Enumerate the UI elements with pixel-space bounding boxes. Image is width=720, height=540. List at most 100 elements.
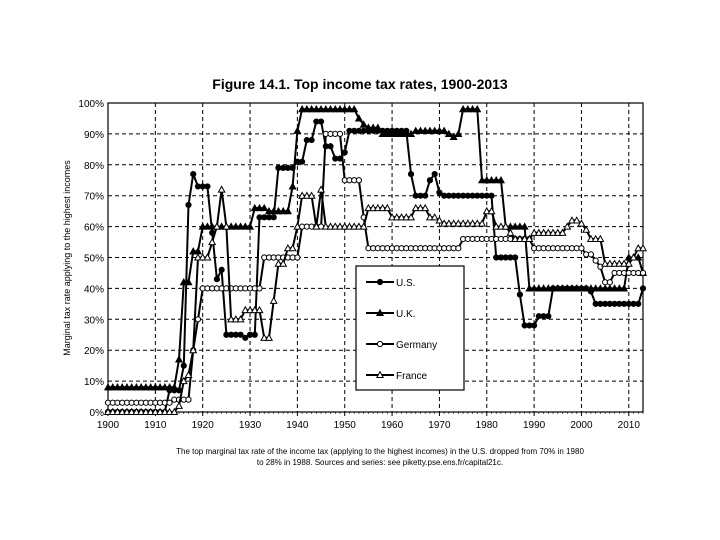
data-point <box>587 251 595 258</box>
data-point <box>596 234 605 243</box>
data-point <box>388 213 397 221</box>
data-point <box>184 370 193 378</box>
data-point <box>122 383 131 391</box>
data-point <box>298 104 307 113</box>
data-point <box>174 401 184 409</box>
data-point <box>364 203 373 212</box>
data-point <box>567 216 577 224</box>
data-point <box>435 126 444 134</box>
data-point <box>312 104 321 113</box>
data-point <box>113 383 122 391</box>
data-point <box>193 253 203 261</box>
data-point <box>525 234 534 243</box>
data-point <box>586 284 595 292</box>
data-point <box>577 284 586 292</box>
data-point <box>383 129 392 137</box>
data-point <box>269 206 278 215</box>
data-point <box>132 383 141 391</box>
data-point <box>279 259 288 267</box>
x-tick-label: 1990 <box>523 420 546 431</box>
data-point <box>335 222 345 230</box>
plot-frame <box>107 102 644 413</box>
data-point <box>359 222 368 230</box>
data-point <box>185 201 192 209</box>
data-point <box>364 123 373 131</box>
data-point <box>350 104 359 113</box>
data-point <box>255 203 264 212</box>
data-point <box>108 407 117 416</box>
x-tick-label: 1940 <box>286 420 309 431</box>
data-point <box>241 305 250 314</box>
data-point <box>118 407 127 416</box>
data-point <box>141 383 150 391</box>
x-tick-label: 2000 <box>570 420 593 431</box>
data-point <box>544 284 553 292</box>
data-point <box>436 189 443 196</box>
y-tick-label: 50% <box>84 254 104 265</box>
data-point <box>179 277 188 286</box>
data-point <box>620 259 629 267</box>
data-point <box>242 334 249 341</box>
data-point <box>468 104 477 113</box>
data-point <box>639 269 647 277</box>
data-point <box>180 362 187 369</box>
figure-caption-line-1: The top marginal tax rate of the income … <box>176 447 584 456</box>
data-point <box>444 219 453 227</box>
data-point <box>327 143 334 150</box>
data-point <box>578 245 585 252</box>
data-point <box>179 376 188 385</box>
data-point <box>525 284 534 292</box>
data-point <box>326 104 335 113</box>
data-point <box>345 222 354 230</box>
data-point <box>378 129 387 137</box>
data-point <box>203 222 212 230</box>
data-point <box>166 399 173 406</box>
data-point <box>534 228 543 236</box>
y-tick-label: 80% <box>84 161 104 172</box>
data-point <box>402 213 411 221</box>
data-point <box>317 118 325 125</box>
data-point <box>274 206 283 215</box>
data-point <box>283 244 292 252</box>
legend-label: Germany <box>396 340 437 351</box>
data-point <box>222 222 231 230</box>
data-point <box>321 104 330 113</box>
data-point <box>378 203 387 212</box>
y-tick-label: 70% <box>84 192 104 203</box>
data-point <box>601 284 610 292</box>
data-point <box>165 407 174 416</box>
data-point <box>137 383 146 391</box>
data-point <box>597 263 604 270</box>
data-point <box>496 222 506 230</box>
x-tick-label: 1960 <box>381 420 404 431</box>
data-point <box>530 284 539 292</box>
data-point <box>601 259 610 267</box>
legend-marker <box>376 340 384 348</box>
data-point <box>208 222 217 230</box>
data-point <box>605 259 614 267</box>
data-point <box>174 355 184 363</box>
y-tick-label: 30% <box>84 315 104 326</box>
data-point <box>288 244 297 252</box>
data-point <box>425 126 434 134</box>
data-point <box>260 333 269 341</box>
data-point <box>302 104 311 113</box>
data-point <box>250 305 259 314</box>
data-point <box>218 266 225 273</box>
data-point <box>283 206 292 215</box>
data-point <box>256 285 263 292</box>
data-point <box>227 222 236 230</box>
data-point <box>591 234 600 243</box>
legend-label: U.S. <box>396 278 415 289</box>
x-tick-label: 1900 <box>97 420 120 431</box>
data-point <box>459 219 468 227</box>
data-point <box>302 191 311 199</box>
y-tick-label: 20% <box>84 346 104 357</box>
data-point <box>586 234 595 243</box>
data-point <box>397 129 406 137</box>
data-point <box>103 407 113 416</box>
data-point <box>512 254 519 261</box>
data-point <box>426 177 434 184</box>
data-point <box>198 253 207 261</box>
data-point <box>544 228 553 236</box>
